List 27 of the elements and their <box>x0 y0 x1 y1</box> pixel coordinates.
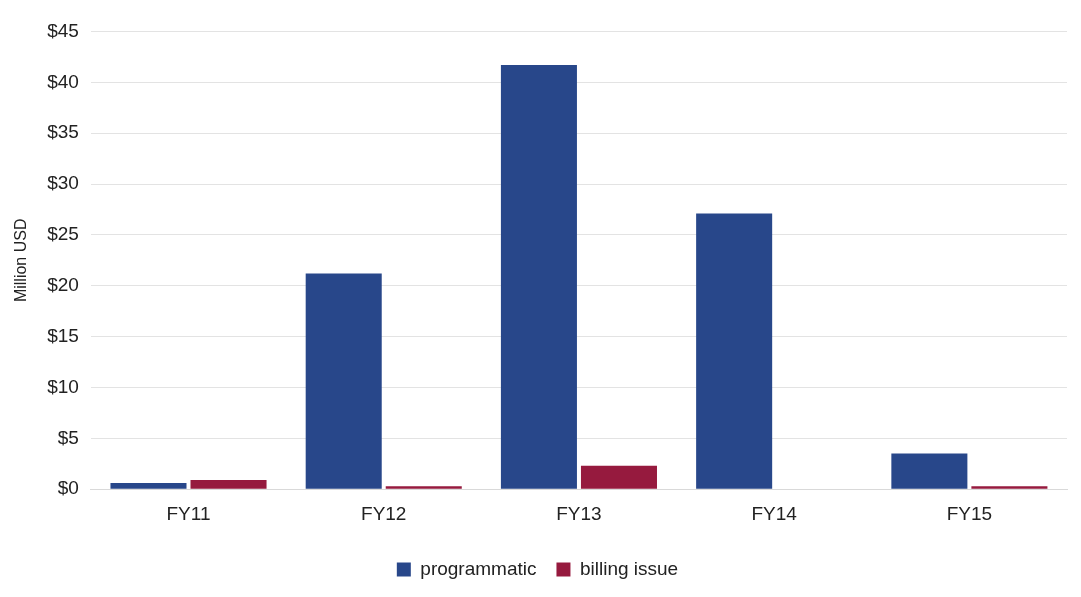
y-tick-label: $30 <box>47 172 79 194</box>
y-axis-title: Million USD <box>12 218 30 303</box>
x-tick-label: FY14 <box>751 502 798 524</box>
legend-label: billing issue <box>579 557 679 579</box>
bar <box>500 64 577 489</box>
bar <box>305 273 382 489</box>
y-tick-label: $5 <box>57 426 79 448</box>
bar <box>971 486 1048 489</box>
y-tick-label: $40 <box>47 70 79 92</box>
x-tick-label: FY15 <box>946 502 993 524</box>
bar <box>385 486 462 489</box>
bar <box>190 480 267 489</box>
y-tick-label: $25 <box>47 223 79 245</box>
bar <box>696 213 773 489</box>
y-tick-label: $15 <box>47 324 79 346</box>
bar <box>891 453 968 489</box>
x-tick-label: FY12 <box>361 502 407 524</box>
legend-label: programmatic <box>420 557 537 579</box>
bar <box>110 483 187 489</box>
x-tick-label: FY11 <box>166 502 211 524</box>
x-tick-label: FY13 <box>556 502 602 524</box>
y-tick-label: $45 <box>47 19 79 41</box>
y-tick-label: $35 <box>47 121 79 143</box>
y-tick-label: $20 <box>47 273 79 295</box>
y-tick-label: $10 <box>47 375 79 397</box>
y-tick-label: $0 <box>57 477 79 499</box>
bar <box>580 465 657 489</box>
